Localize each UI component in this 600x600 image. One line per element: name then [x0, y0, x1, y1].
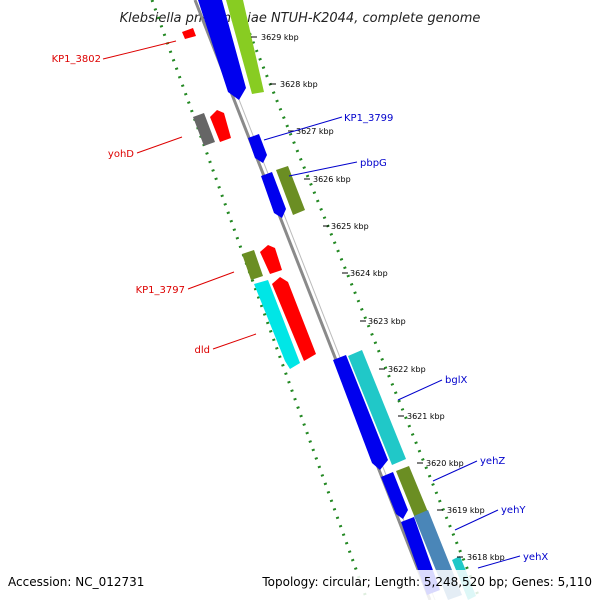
genome-summary-text: Topology: circular; Length: 5,248,520 bp… [261, 575, 592, 589]
svg-text:3621 kbp: 3621 kbp [407, 412, 445, 421]
svg-text:3629 kbp: 3629 kbp [261, 33, 299, 42]
svg-text:3618 kbp: 3618 kbp [467, 553, 505, 562]
gene-label-dld[interactable]: dld [195, 333, 257, 356]
kbp-tick-3618: 3618 kbp [457, 553, 505, 562]
svg-text:3627 kbp: 3627 kbp [296, 127, 334, 136]
kbp-tick-3626: 3626 kbp [304, 175, 351, 184]
gene-arrow-kp1-3797-red [260, 245, 282, 274]
gene-arrow-pbpg-blue [261, 172, 286, 218]
svg-text:3625 kbp: 3625 kbp [331, 222, 369, 231]
gene-arrow-kp1-3799 [248, 134, 267, 163]
kbp-tick-3623: 3623 kbp [360, 317, 406, 326]
svg-text:yehX: yehX [523, 552, 548, 563]
svg-text:KP1_3802: KP1_3802 [52, 54, 101, 65]
gene-label-yehx[interactable]: yehX [477, 552, 548, 569]
svg-text:3624 kbp: 3624 kbp [350, 269, 388, 278]
svg-text:KP1_3797: KP1_3797 [136, 285, 185, 296]
gene-label-kp1-3797[interactable]: KP1_3797 [136, 271, 235, 296]
gene-label-bglx[interactable]: bglX [397, 375, 467, 401]
gene-label-yohd[interactable]: yohD [108, 136, 183, 160]
kbp-tick-3624: 3624 kbp [342, 269, 388, 278]
kbp-tick-3620: 3620 kbp [417, 459, 464, 468]
svg-text:yohD: yohD [108, 149, 134, 160]
gene-label-kp1-3802[interactable]: KP1_3802 [52, 40, 177, 65]
svg-text:bglX: bglX [445, 375, 467, 386]
gene-arrow-kp1-3802 [182, 28, 196, 39]
gene-arrow-bglx-cyan [348, 350, 406, 465]
gene-label-kp1-3799[interactable]: KP1_3799 [263, 113, 393, 141]
accession-text: Accession: NC_012731 [8, 575, 144, 589]
svg-text:3620 kbp: 3620 kbp [426, 459, 464, 468]
gene-arrow-yehz-green [396, 466, 428, 518]
gene-arrow-bglx-blue [333, 355, 388, 470]
svg-text:yehY: yehY [501, 505, 526, 516]
footer-backdrop [0, 570, 600, 600]
gene-arrow-yehz-blue [381, 472, 408, 519]
gene-arrow-dld-red [272, 277, 316, 361]
svg-text:3626 kbp: 3626 kbp [313, 175, 351, 184]
gene-label-yehz[interactable]: yehZ [432, 456, 505, 482]
gene-arrow-pbpg-green [276, 166, 305, 215]
map-title: Klebsiella pneumoniae NTUH-K2044, comple… [120, 11, 481, 26]
gene-label-yehy[interactable]: yehY [454, 505, 526, 531]
svg-text:yehZ: yehZ [480, 456, 505, 467]
svg-text:3623 kbp: 3623 kbp [368, 317, 406, 326]
kbp-tick-3628: 3628 kbp [270, 80, 318, 89]
kbp-tick-3619: 3619 kbp [437, 506, 485, 515]
kbp-tick-3625: 3625 kbp [323, 222, 369, 231]
svg-text:3622 kbp: 3622 kbp [388, 365, 426, 374]
kbp-tick-3627: 3627 kbp [288, 127, 334, 136]
gene-arrow-yohd-red [210, 110, 231, 142]
svg-text:dld: dld [195, 345, 210, 356]
gc-track-left [150, 0, 369, 600]
svg-text:3619 kbp: 3619 kbp [447, 506, 485, 515]
kbp-tick-3621: 3621 kbp [398, 412, 445, 421]
svg-text:pbpG: pbpG [360, 158, 387, 169]
gene-arrow-kp1-3797-green [242, 250, 263, 280]
svg-text:KP1_3799: KP1_3799 [344, 113, 393, 124]
svg-text:3628 kbp: 3628 kbp [280, 80, 318, 89]
gene-label-pbpg[interactable]: pbpG [288, 158, 387, 177]
kbp-tick-3629: 3629 kbp [251, 33, 299, 42]
gene-arrow-dld-cyan [254, 280, 300, 369]
gene-arrow-yohd-gray [193, 113, 215, 146]
kbp-tick-3622: 3622 kbp [379, 365, 426, 374]
gene-arrow-blue-top [198, 0, 246, 100]
gene-arrow-green-top [226, 0, 264, 94]
